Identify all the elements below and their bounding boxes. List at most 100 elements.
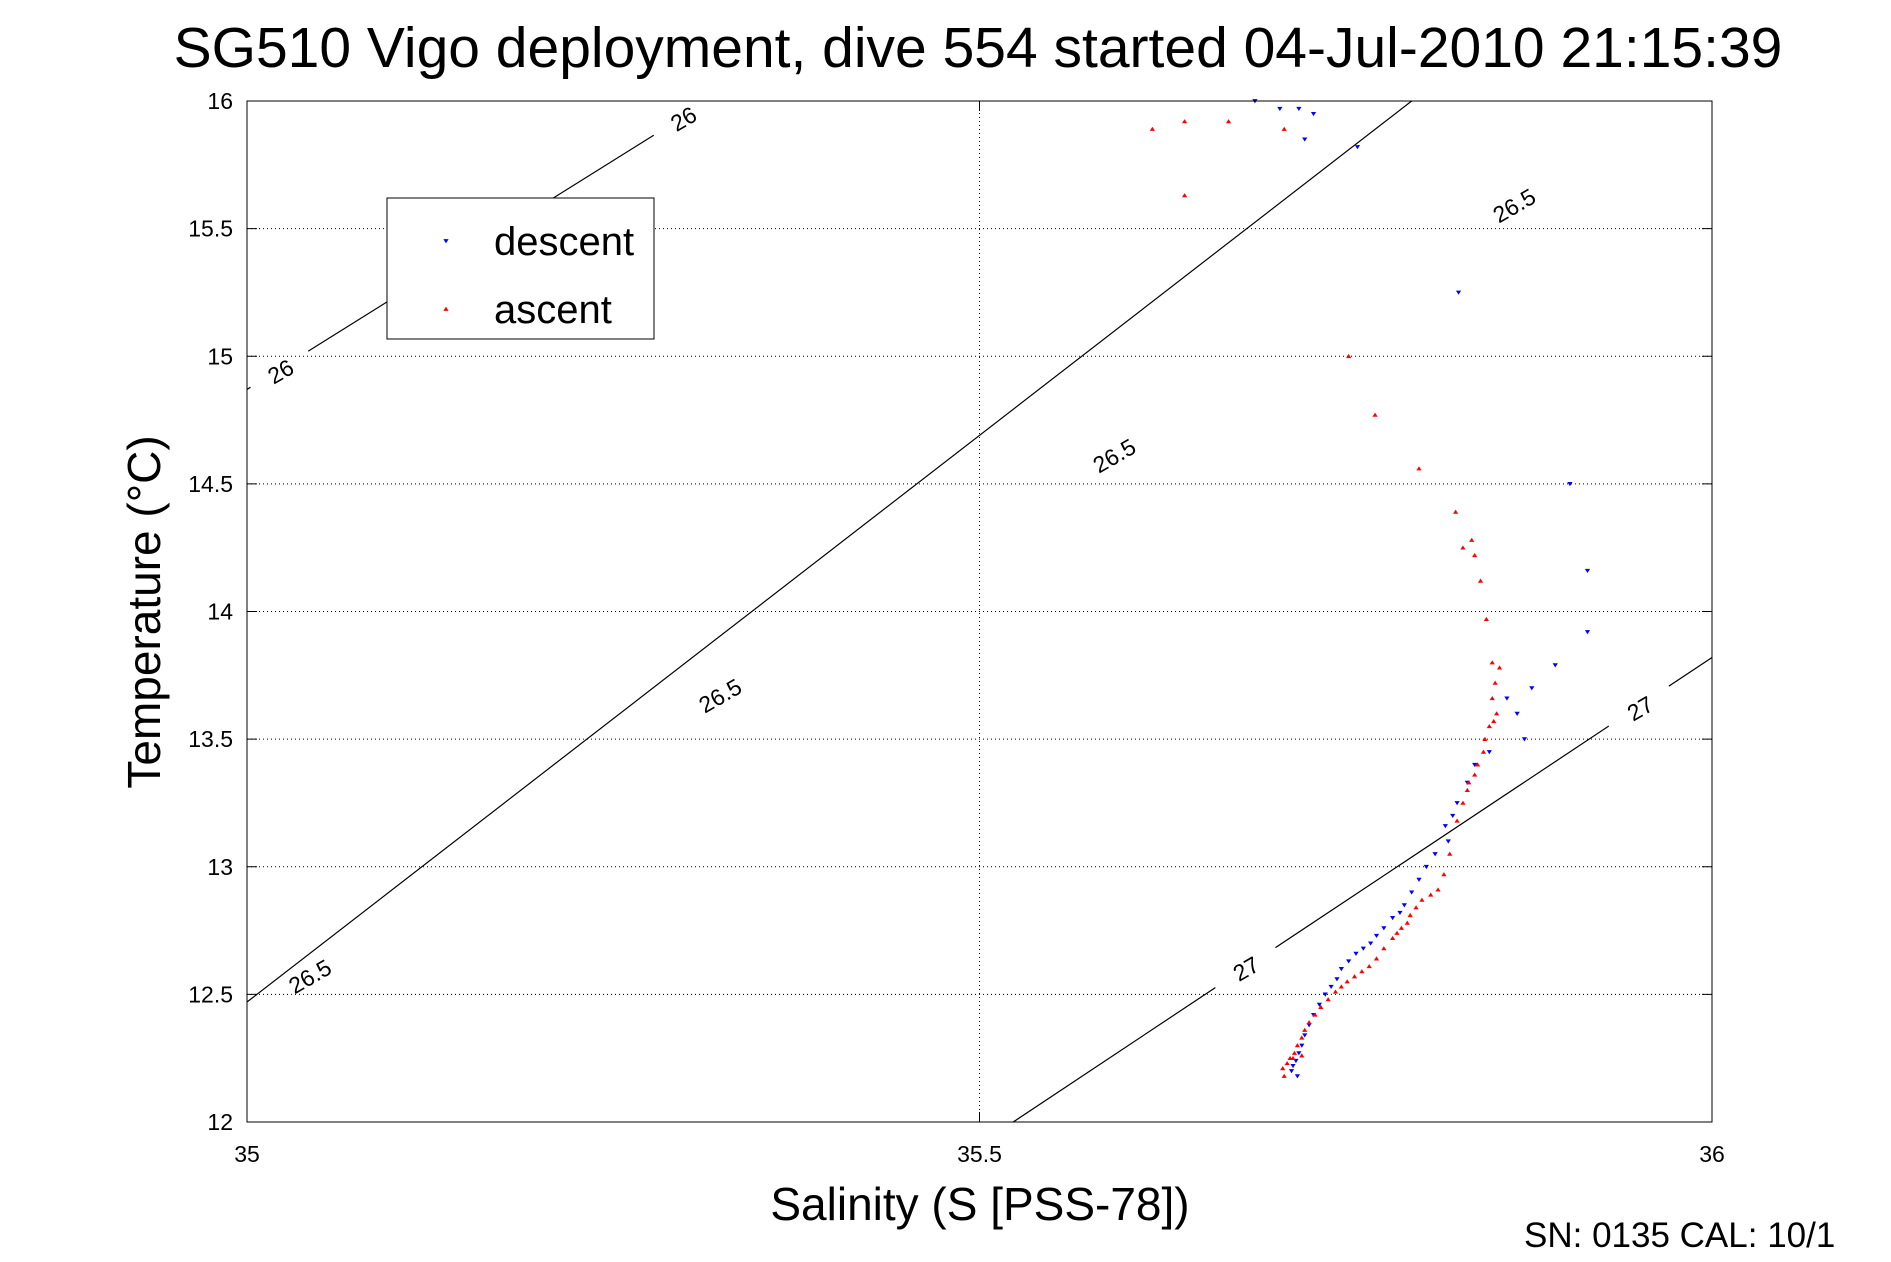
ascent-point xyxy=(1447,851,1453,856)
ascent-point xyxy=(1182,193,1188,198)
descent-point xyxy=(1373,933,1380,939)
ascent-point xyxy=(1404,920,1410,925)
ascent-point xyxy=(1475,762,1481,767)
contour-label: 27 xyxy=(1229,951,1264,986)
chart-title: SG510 Vigo deployment, dive 554 started … xyxy=(174,16,1783,80)
descent-point xyxy=(1409,890,1415,895)
y-tick-label: 15 xyxy=(207,343,233,369)
ascent-point xyxy=(1472,553,1478,558)
descent-point xyxy=(1401,903,1407,908)
descent-point xyxy=(1296,106,1302,111)
y-tick-label: 13.5 xyxy=(188,726,233,752)
descent-point xyxy=(1334,977,1340,982)
legend-marker-ascent xyxy=(443,306,449,311)
data-points xyxy=(1149,99,1591,1079)
descent-point xyxy=(1486,750,1492,755)
descent-point xyxy=(1454,801,1460,806)
ascent-point xyxy=(1466,780,1472,785)
ascent-point xyxy=(1472,772,1478,777)
ascent-point xyxy=(1291,1050,1298,1055)
ascent-point xyxy=(1366,963,1372,969)
legend-box xyxy=(386,197,655,340)
x-axis-label: Salinity (S [PSS-78]) xyxy=(770,1178,1189,1230)
ascent-point xyxy=(1281,1073,1287,1078)
ascent-point xyxy=(1280,1066,1286,1071)
descent-point xyxy=(1390,915,1396,921)
ascent-point xyxy=(1453,509,1459,514)
ascent-point xyxy=(1428,892,1434,897)
ascent-point xyxy=(1290,1055,1296,1061)
series-ascent xyxy=(1149,119,1503,1078)
ascent-point xyxy=(1338,984,1344,989)
ascent-point xyxy=(1435,887,1441,892)
contour-line-27 xyxy=(1012,656,1713,1123)
y-tick-label: 12 xyxy=(207,1109,233,1135)
contour-label: 26.5 xyxy=(1088,433,1140,478)
descent-point xyxy=(1353,951,1359,956)
descent-point xyxy=(1322,992,1328,997)
ascent-point xyxy=(1480,749,1487,754)
ascent-point xyxy=(1373,956,1380,961)
contour-label: 26.5 xyxy=(1488,183,1540,228)
ascent-point xyxy=(1454,818,1460,823)
ascent-point xyxy=(1281,126,1287,131)
descent-point xyxy=(1455,290,1462,295)
contour-label: 26.5 xyxy=(284,954,336,999)
ascent-point xyxy=(1483,616,1489,621)
y-tick-label: 14 xyxy=(207,599,233,625)
ascent-point xyxy=(1325,997,1331,1002)
ascent-point xyxy=(1482,736,1488,741)
descent-point xyxy=(1450,813,1456,819)
ascent-point xyxy=(1294,1043,1301,1048)
ascent-point xyxy=(1464,787,1470,792)
series-descent xyxy=(1252,99,1591,1079)
contour-label: 26 xyxy=(263,354,298,389)
ascent-point xyxy=(1441,872,1447,877)
y-tick-label: 12.5 xyxy=(188,981,233,1007)
descent-point xyxy=(1521,737,1528,742)
ascent-point xyxy=(1489,660,1495,665)
descent-point xyxy=(1328,984,1334,990)
descent-point xyxy=(1514,711,1520,716)
descent-point xyxy=(1360,946,1366,951)
descent-point xyxy=(1354,145,1361,150)
ascent-point xyxy=(1351,974,1358,979)
descent-point xyxy=(1416,877,1422,882)
ascent-point xyxy=(1416,466,1422,471)
ascent-point xyxy=(1225,119,1232,124)
descent-point xyxy=(1397,910,1403,916)
legend: descent ascent xyxy=(386,197,655,340)
ascent-point xyxy=(1494,711,1500,716)
x-axis-ticks: 35 35.5 36 xyxy=(234,101,1725,1167)
ascent-point xyxy=(1407,912,1413,918)
descent-point xyxy=(1296,1051,1302,1056)
y-axis-ticks: 12 12.5 13 13.5 14 14.5 15 15.5 16 xyxy=(188,88,1712,1135)
descent-point xyxy=(1445,839,1451,844)
descent-point xyxy=(1472,762,1478,767)
legend-label-descent: descent xyxy=(494,220,634,264)
ascent-point xyxy=(1372,412,1378,417)
x-tick-label: 35.5 xyxy=(957,1141,1002,1167)
ascent-point xyxy=(1302,1027,1308,1032)
descent-point xyxy=(1338,967,1344,972)
x-tick-label: 36 xyxy=(1699,1141,1725,1167)
ascent-point xyxy=(1492,680,1498,685)
descent-point xyxy=(1381,926,1387,931)
ascent-point xyxy=(1460,800,1466,805)
ascent-point xyxy=(1398,925,1405,930)
descent-point xyxy=(1310,111,1317,117)
descent-point xyxy=(1504,696,1510,701)
descent-point xyxy=(1567,482,1573,487)
descent-point xyxy=(1302,1033,1308,1038)
contour-label: 26.5 xyxy=(694,673,746,718)
y-tick-label: 16 xyxy=(207,88,233,114)
y-tick-label: 15.5 xyxy=(188,216,233,242)
ascent-point xyxy=(1299,1053,1305,1058)
descent-point xyxy=(1552,663,1558,668)
descent-point xyxy=(1316,1002,1322,1007)
legend-label-ascent: ascent xyxy=(494,288,612,332)
descent-point xyxy=(1368,941,1374,946)
y-tick-label: 14.5 xyxy=(188,471,233,497)
ascent-point xyxy=(1390,935,1396,941)
y-axis-label: Temperature (°C) xyxy=(118,435,170,788)
